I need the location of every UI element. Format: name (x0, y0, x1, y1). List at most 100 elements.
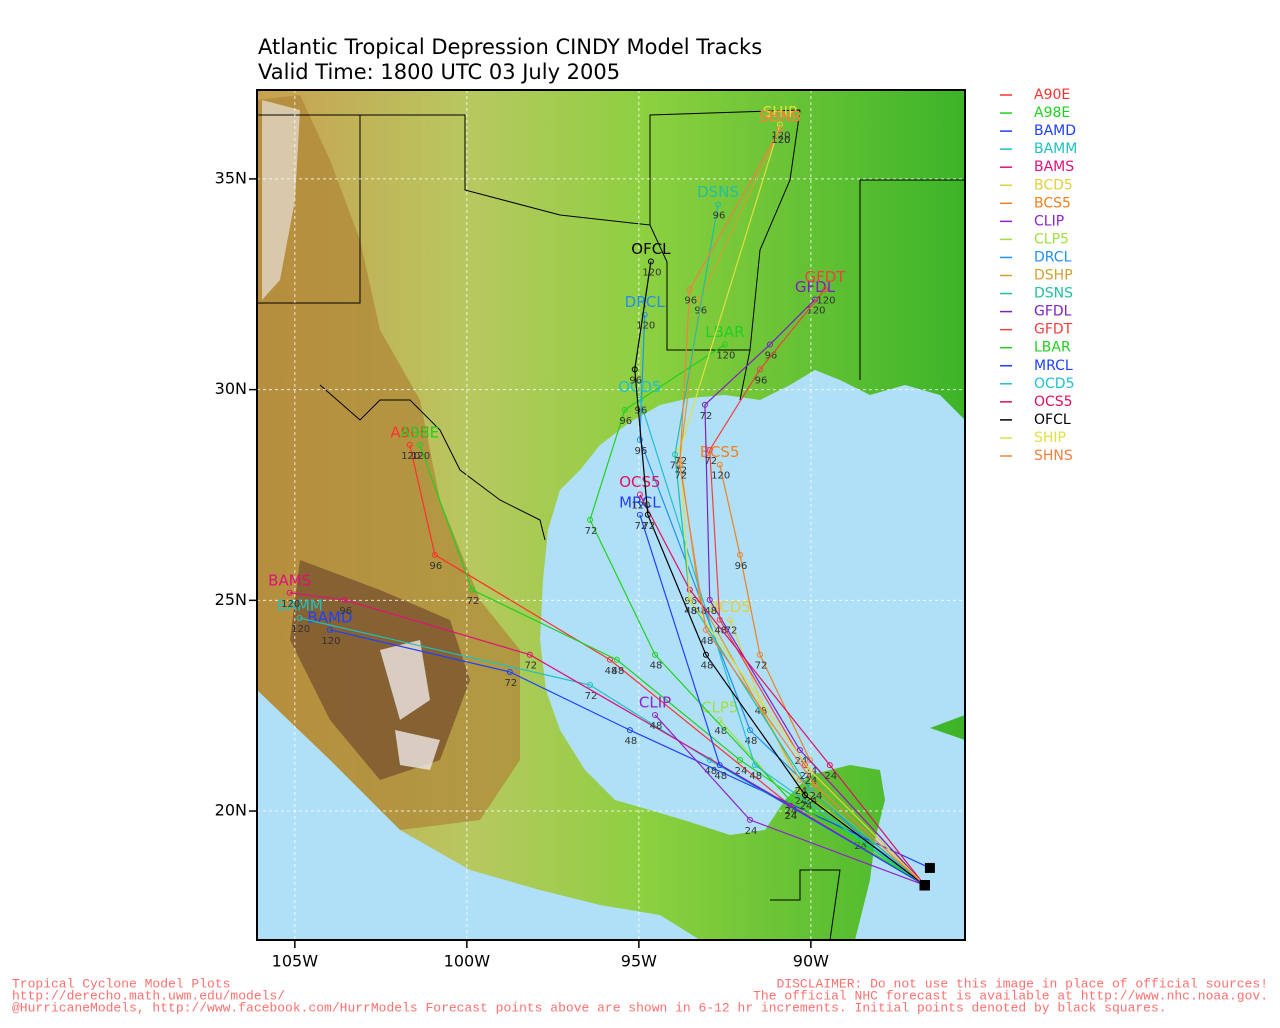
forecast-point (636, 436, 643, 443)
forecast-point (806, 767, 813, 774)
forecast-hour: 120 (806, 305, 825, 316)
forecast-point (802, 792, 809, 799)
title: Atlantic Tropical Depression CINDY Model… (258, 35, 762, 59)
forecast-point (606, 656, 613, 663)
track-label: BAMM (276, 597, 322, 615)
forecast-point (786, 797, 793, 804)
forecast-hour: 120 (291, 624, 310, 635)
forecast-hour: 24 (800, 801, 813, 812)
forecast-point (406, 441, 413, 448)
plateau (290, 560, 470, 780)
forecast-point (613, 656, 620, 663)
forecast-hour: 24 (800, 771, 813, 782)
forecast-hour: 72 (674, 456, 687, 467)
forecast-hour: 48 (714, 771, 727, 782)
forecast-hour: 72 (504, 678, 517, 689)
initial-point (919, 880, 930, 891)
forecast-hour: 48 (745, 736, 758, 747)
track-label: BAMS (268, 571, 311, 589)
forecast-point (776, 126, 783, 133)
forecast-hour: 72 (670, 461, 683, 472)
legend-label: BAMS (1034, 159, 1074, 175)
peaks (262, 100, 300, 300)
forecast-hour: 72 (467, 596, 480, 607)
forecast-point (701, 401, 708, 408)
forecast-hour: 48 (684, 606, 697, 617)
map-background (257, 90, 965, 940)
forecast-hour: 96 (619, 416, 632, 427)
forecast-hour: 48 (704, 766, 717, 777)
forecast-point (652, 651, 659, 658)
forecast-point (756, 651, 763, 658)
forecast-point (702, 626, 709, 633)
forecast-point (806, 757, 813, 764)
subtitle: Valid Time: 1800 UTC 03 July 2005 (258, 60, 620, 84)
pacific-ocean (257, 690, 700, 940)
forecast-hour: 48 (749, 771, 762, 782)
forecast-point (686, 596, 693, 603)
forecast-point (706, 596, 713, 603)
model-track (654, 714, 925, 886)
forecast-hour: 72 (585, 526, 598, 537)
forecast-hour: 24 (804, 776, 817, 787)
forecast-hour: 120 (631, 501, 650, 512)
forecast-hour: 72 (635, 521, 648, 532)
forecast-hour: 48 (714, 726, 727, 737)
forecast-point (812, 781, 819, 788)
track-label: OCD5 (618, 378, 661, 396)
forecast-hour: 48 (605, 666, 618, 677)
forecast-point (647, 258, 654, 265)
forecast-hour: 120 (771, 131, 790, 142)
model-track (639, 399, 926, 886)
forecast-hour: 24 (745, 826, 758, 837)
forecast-hour: 24 (795, 756, 808, 767)
forecast-point (587, 516, 594, 523)
model-track (639, 494, 926, 886)
legend-label: DSHP (1034, 268, 1073, 284)
legend-label: BAMM (1034, 141, 1077, 157)
legend-label: LBAR (1034, 340, 1071, 356)
forecast-point (526, 651, 533, 658)
forecast-hour: 72 (704, 456, 717, 467)
forecast-point (766, 341, 773, 348)
forecast-point (587, 682, 594, 689)
track-label: DSNS (697, 183, 739, 201)
forecast-point (636, 491, 643, 498)
forecast-point (746, 727, 753, 734)
model-track (634, 261, 926, 886)
legend-label: CLP5 (1034, 231, 1069, 247)
forecast-hour: 96 (429, 561, 442, 572)
forecast-point (706, 446, 713, 453)
forecast-hour: 24 (854, 841, 867, 852)
forecast-hour: 96 (635, 406, 648, 417)
forecast-point (796, 776, 803, 783)
track-label: DSHP (759, 108, 800, 126)
model-track (419, 444, 926, 886)
forecast-hour: 24 (810, 791, 823, 802)
track-label: OFCL (631, 240, 671, 258)
forecast-point (686, 286, 693, 293)
legend-label: CLIP (1034, 213, 1064, 229)
tracks: 244896120A90E244872120A98E4872120BAMD487… (268, 103, 935, 891)
forecast-point (469, 586, 476, 593)
forecast-point (806, 786, 813, 793)
track-label: SHNS (759, 108, 801, 126)
forecast-point (756, 366, 763, 373)
forecast-point (721, 341, 728, 348)
forecast-point (631, 366, 638, 373)
footer-right: DISCLAIMER: Do not use this image in pla… (777, 976, 1268, 991)
forecast-hour: 96 (735, 561, 748, 572)
forecast-hour: 24 (785, 806, 798, 817)
forecast-hour: 120 (711, 471, 730, 482)
forecast-hour: 72 (585, 691, 598, 702)
forecast-point (714, 201, 721, 208)
forecast-point (737, 757, 744, 764)
legend-label: BAMD (1034, 123, 1076, 139)
initial-point (924, 862, 935, 873)
forecast-point (727, 616, 734, 623)
forecast-point (756, 696, 763, 703)
x-tick-label: 100W (444, 952, 491, 971)
forecast-point (296, 615, 303, 622)
track-label: SHIP (763, 103, 797, 121)
